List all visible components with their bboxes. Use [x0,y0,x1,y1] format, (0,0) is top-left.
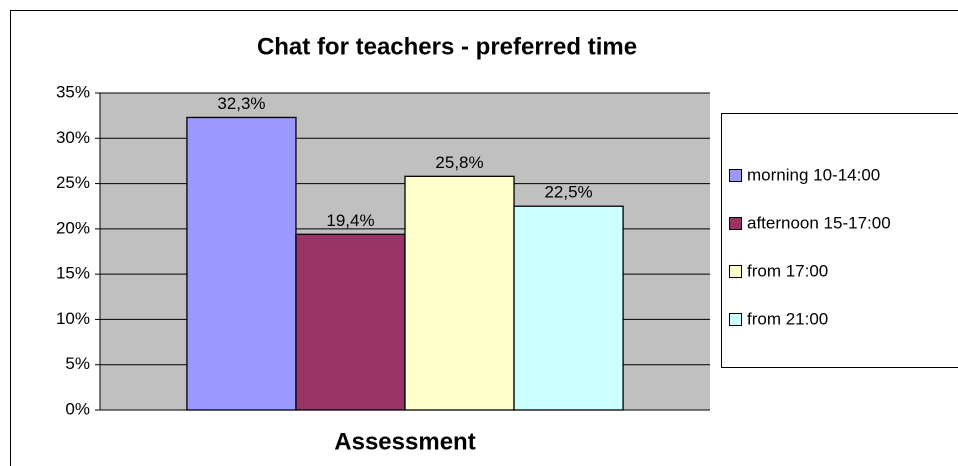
legend-label: afternoon 15-17:00 [747,213,891,232]
legend-swatch [729,169,742,182]
legend-swatch [729,265,742,278]
legend-swatch [729,217,742,230]
bar [404,175,515,411]
value-label: 32,3% [217,94,265,113]
x-tick-label: Assessment [334,428,475,455]
legend-swatch [729,313,742,326]
y-tick-label: 25% [56,173,90,192]
bar [186,116,297,411]
bar [295,233,406,411]
y-tick-label: 35% [56,82,90,101]
bar [513,205,624,411]
value-label: 19,4% [326,211,374,230]
y-tick-label: 15% [56,264,90,283]
chart-title: Chat for teachers - preferred time [257,33,637,60]
value-label: 22,5% [544,183,592,202]
value-label: 25,8% [435,153,483,172]
legend-label: from 21:00 [747,309,828,328]
legend [721,113,958,368]
y-tick-label: 10% [56,309,90,328]
y-tick-label: 5% [65,354,90,373]
legend-label: from 17:00 [747,261,828,280]
legend-label: morning 10-14:00 [747,165,880,184]
y-tick-label: 20% [56,218,90,237]
y-tick-label: 30% [56,128,90,147]
y-tick-label: 0% [65,399,90,418]
